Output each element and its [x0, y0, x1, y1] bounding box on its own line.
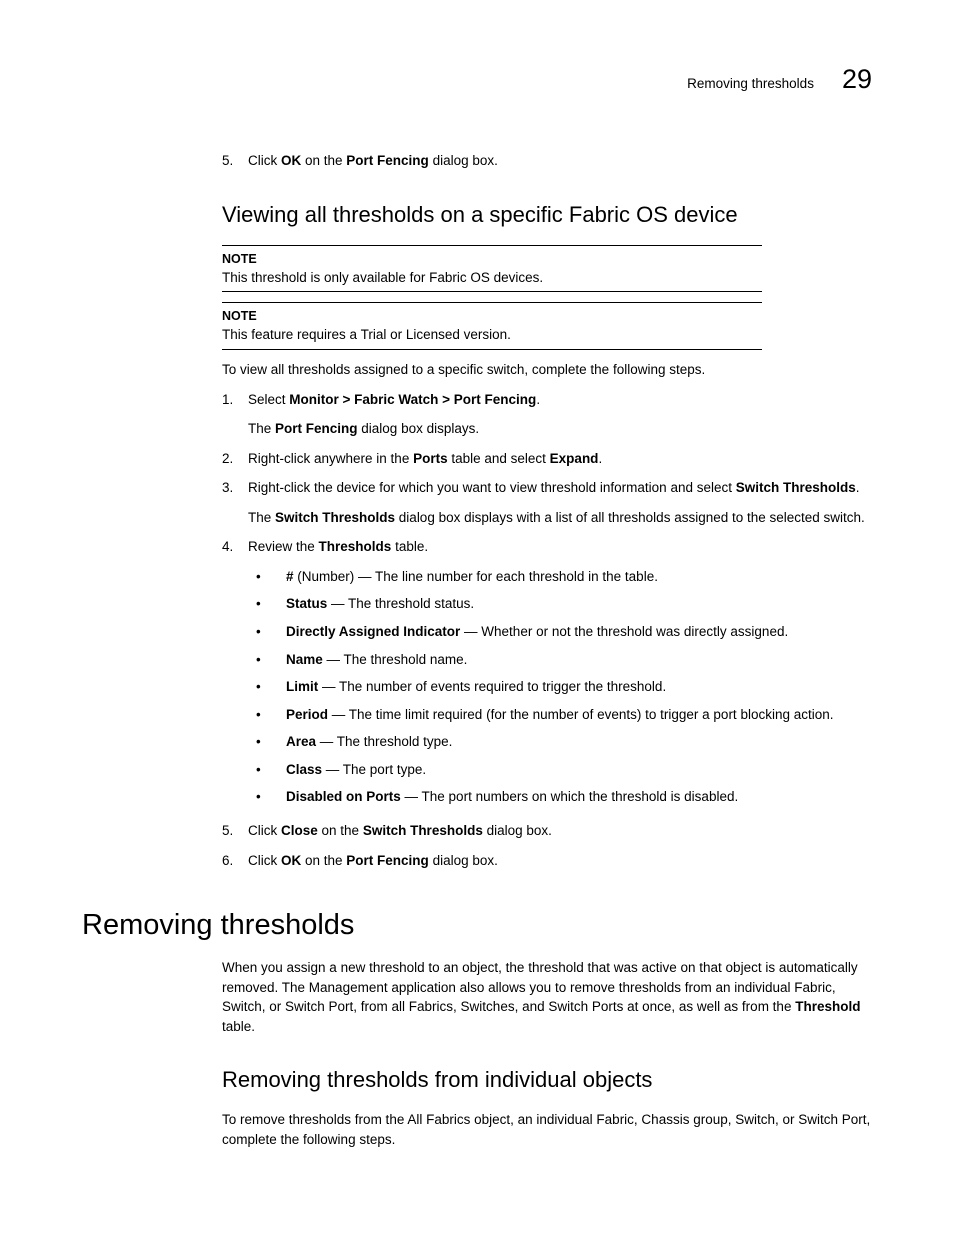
chapter-number: 29	[842, 60, 872, 99]
list-item: •Status — The threshold status.	[248, 594, 872, 614]
note-body: This feature requires a Trial or License…	[222, 325, 872, 345]
note-body: This threshold is only available for Fab…	[222, 268, 872, 288]
bullet-body: Disabled on Ports — The port numbers on …	[286, 787, 872, 807]
list-item: •Class — The port type.	[248, 760, 872, 780]
bullet-icon: •	[248, 732, 286, 752]
step-5-top: 5. Click OK on the Port Fencing dialog b…	[222, 151, 872, 171]
list-item: •Area — The threshold type.	[248, 732, 872, 752]
list-body: Right-click anywhere in the Ports table …	[248, 449, 872, 469]
list-number: 4.	[222, 537, 248, 815]
bullet-icon: •	[248, 650, 286, 670]
bullet-body: Status — The threshold status.	[286, 594, 872, 614]
note-label: NOTE	[222, 250, 872, 268]
bullet-body: # (Number) — The line number for each th…	[286, 567, 872, 587]
list-body: Click OK on the Port Fencing dialog box.	[248, 851, 872, 871]
list-body: Click Close on the Switch Thresholds dia…	[248, 821, 872, 841]
list-body: Right-click the device for which you wan…	[248, 478, 872, 527]
list-body: Review the Thresholds table. •# (Number)…	[248, 537, 872, 815]
note-rule	[222, 245, 762, 246]
list-body: Click OK on the Port Fencing dialog box.	[248, 151, 872, 171]
heading-removing-thresholds: Removing thresholds	[82, 904, 872, 946]
list-item: •# (Number) — The line number for each t…	[248, 567, 872, 587]
bullet-icon: •	[248, 705, 286, 725]
removing-individual-paragraph: To remove thresholds from the All Fabric…	[222, 1110, 872, 1149]
bullet-body: Area — The threshold type.	[286, 732, 872, 752]
step-1: 1. Select Monitor > Fabric Watch > Port …	[222, 390, 872, 439]
step-sub: The Switch Thresholds dialog box display…	[248, 508, 872, 528]
bullet-body: Directly Assigned Indicator — Whether or…	[286, 622, 872, 642]
bullet-body: Class — The port type.	[286, 760, 872, 780]
bullet-icon: •	[248, 677, 286, 697]
list-number: 1.	[222, 390, 248, 439]
list-item: •Name — The threshold name.	[248, 650, 872, 670]
bullet-body: Period — The time limit required (for th…	[286, 705, 872, 725]
intro-paragraph: To view all thresholds assigned to a spe…	[222, 360, 872, 380]
note-rule	[222, 349, 762, 350]
list-number: 6.	[222, 851, 248, 871]
list-item: •Directly Assigned Indicator — Whether o…	[248, 622, 872, 642]
note-2: NOTE This feature requires a Trial or Li…	[222, 302, 872, 350]
step-5: 5. Click Close on the Switch Thresholds …	[222, 821, 872, 841]
bullet-icon: •	[248, 594, 286, 614]
heading-viewing-thresholds: Viewing all thresholds on a specific Fab…	[222, 199, 872, 231]
bullet-icon: •	[248, 622, 286, 642]
bullet-icon: •	[248, 787, 286, 807]
list-number: 5.	[222, 821, 248, 841]
bullet-icon: •	[248, 567, 286, 587]
content-block-bottom: When you assign a new threshold to an ob…	[222, 958, 872, 1149]
note-rule	[222, 291, 762, 292]
list-number: 3.	[222, 478, 248, 527]
list-body: Select Monitor > Fabric Watch > Port Fen…	[248, 390, 872, 439]
step-6: 6. Click OK on the Port Fencing dialog b…	[222, 851, 872, 871]
bullet-body: Limit — The number of events required to…	[286, 677, 872, 697]
removing-thresholds-paragraph: When you assign a new threshold to an ob…	[222, 958, 872, 1036]
page-header: Removing thresholds 29	[82, 60, 872, 99]
step-4: 4. Review the Thresholds table. •# (Numb…	[222, 537, 872, 815]
thresholds-field-list: •# (Number) — The line number for each t…	[248, 567, 872, 807]
bullet-body: Name — The threshold name.	[286, 650, 872, 670]
list-number: 5.	[222, 151, 248, 171]
note-label: NOTE	[222, 307, 872, 325]
note-rule	[222, 302, 762, 303]
heading-removing-individual: Removing thresholds from individual obje…	[222, 1064, 872, 1096]
list-number: 2.	[222, 449, 248, 469]
list-item: •Period — The time limit required (for t…	[248, 705, 872, 725]
step-3: 3. Right-click the device for which you …	[222, 478, 872, 527]
note-1: NOTE This threshold is only available fo…	[222, 245, 872, 293]
list-item: •Limit — The number of events required t…	[248, 677, 872, 697]
step-2: 2. Right-click anywhere in the Ports tab…	[222, 449, 872, 469]
bullet-icon: •	[248, 760, 286, 780]
step-sub: The Port Fencing dialog box displays.	[248, 419, 872, 439]
content-block-top: 5. Click OK on the Port Fencing dialog b…	[222, 151, 872, 870]
header-title: Removing thresholds	[687, 74, 814, 94]
page: Removing thresholds 29 5. Click OK on th…	[0, 0, 954, 1235]
list-item: •Disabled on Ports — The port numbers on…	[248, 787, 872, 807]
